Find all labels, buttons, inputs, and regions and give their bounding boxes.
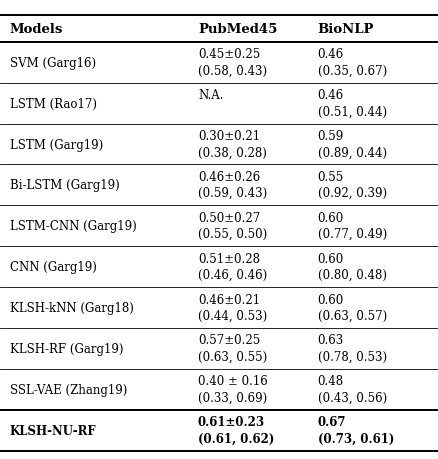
Text: 0.40 ± 0.16: 0.40 ± 0.16 [198, 375, 268, 387]
Text: 0.45±0.25: 0.45±0.25 [198, 48, 260, 61]
Text: KLSH-RF (Garg19): KLSH-RF (Garg19) [10, 342, 123, 355]
Text: 0.46±0.21: 0.46±0.21 [198, 293, 260, 306]
Text: 0.50±0.27: 0.50±0.27 [198, 211, 260, 224]
Text: 0.59: 0.59 [318, 129, 344, 143]
Text: LSTM-CNN (Garg19): LSTM-CNN (Garg19) [10, 220, 136, 233]
Text: LSTM (Rao17): LSTM (Rao17) [10, 97, 97, 110]
Text: Bi-LSTM (Garg19): Bi-LSTM (Garg19) [10, 179, 120, 192]
Text: 0.60: 0.60 [318, 252, 344, 265]
Text: (0.33, 0.69): (0.33, 0.69) [198, 391, 267, 404]
Text: 0.51±0.28: 0.51±0.28 [198, 252, 260, 265]
Text: 0.46±0.26: 0.46±0.26 [198, 170, 260, 184]
Text: (0.59, 0.43): (0.59, 0.43) [198, 187, 267, 200]
Text: (0.73, 0.61): (0.73, 0.61) [318, 431, 394, 445]
Text: (0.55, 0.50): (0.55, 0.50) [198, 228, 267, 241]
Text: (0.43, 0.56): (0.43, 0.56) [318, 391, 387, 404]
Text: KLSH-NU-RF: KLSH-NU-RF [10, 424, 96, 437]
Text: 0.55: 0.55 [318, 170, 344, 184]
Text: CNN (Garg19): CNN (Garg19) [10, 261, 96, 274]
Text: 0.63: 0.63 [318, 334, 344, 347]
Text: 0.57±0.25: 0.57±0.25 [198, 334, 260, 347]
Text: LSTM (Garg19): LSTM (Garg19) [10, 138, 103, 151]
Text: (0.38, 0.28): (0.38, 0.28) [198, 146, 267, 159]
Text: 0.61±0.23: 0.61±0.23 [198, 415, 265, 428]
Text: 0.60: 0.60 [318, 293, 344, 306]
Text: 0.30±0.21: 0.30±0.21 [198, 129, 260, 143]
Text: (0.78, 0.53): (0.78, 0.53) [318, 350, 387, 363]
Text: PubMed45: PubMed45 [198, 23, 277, 36]
Text: (0.63, 0.57): (0.63, 0.57) [318, 309, 387, 322]
Text: (0.51, 0.44): (0.51, 0.44) [318, 105, 387, 118]
Text: (0.58, 0.43): (0.58, 0.43) [198, 64, 267, 77]
Text: 0.46: 0.46 [318, 89, 344, 102]
Text: KLSH-kNN (Garg18): KLSH-kNN (Garg18) [10, 302, 134, 314]
Text: Models: Models [10, 23, 63, 36]
Text: (0.80, 0.48): (0.80, 0.48) [318, 269, 387, 281]
Text: 0.60: 0.60 [318, 211, 344, 224]
Text: BioNLP: BioNLP [318, 23, 374, 36]
Text: 0.48: 0.48 [318, 375, 344, 387]
Text: SVM (Garg16): SVM (Garg16) [10, 56, 96, 70]
Text: 0.67: 0.67 [318, 415, 346, 428]
Text: 0.46: 0.46 [318, 48, 344, 61]
Text: N.A.: N.A. [198, 89, 223, 102]
Text: (0.35, 0.67): (0.35, 0.67) [318, 64, 387, 77]
Text: (0.89, 0.44): (0.89, 0.44) [318, 146, 387, 159]
Text: SSL-VAE (Zhang19): SSL-VAE (Zhang19) [10, 383, 127, 396]
Text: (0.44, 0.53): (0.44, 0.53) [198, 309, 267, 322]
Text: (0.63, 0.55): (0.63, 0.55) [198, 350, 267, 363]
Text: (0.77, 0.49): (0.77, 0.49) [318, 228, 387, 241]
Text: (0.46, 0.46): (0.46, 0.46) [198, 269, 267, 281]
Text: (0.92, 0.39): (0.92, 0.39) [318, 187, 387, 200]
Text: (0.61, 0.62): (0.61, 0.62) [198, 431, 274, 445]
